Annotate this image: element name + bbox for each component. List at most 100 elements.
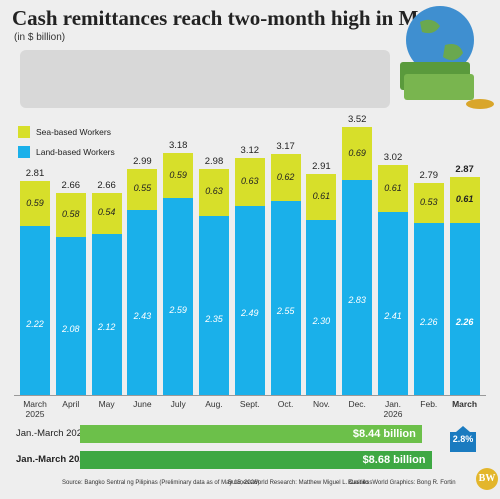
segment-label: 0.62 [276,171,295,182]
bar-segment [20,226,50,395]
change-badge [450,426,476,452]
total-label: 3.17 [276,141,295,153]
comparison-bar [80,425,422,443]
bar-segment [449,176,480,224]
x-tick-label: Jan. 2026 [383,399,403,419]
badge-box [450,432,476,452]
bar-segment [55,236,86,395]
bar-segment [234,157,265,206]
segment-label: 2.43 [133,310,152,321]
x-tick-label: Dec. [348,399,366,409]
bar-segment [127,210,158,395]
bar-segment [163,198,194,395]
comparison-value: $8.68 billion [362,454,426,466]
bar-segment [342,179,373,395]
change-label: 2.8% [452,434,474,444]
total-label: 3.12 [240,144,260,156]
logo-badge [476,468,498,490]
segment-label: 2.12 [97,322,116,333]
comparison-value: $8.44 billion [352,428,416,440]
bar-segment [199,216,229,395]
globe-land [420,19,463,61]
bar-segment [91,192,122,234]
segment-label: 2.55 [276,306,295,317]
legend-label: Land-based Workers [36,147,115,157]
x-tick-label: April [62,399,80,409]
x-tick-label: March [452,399,478,409]
total-label: 3.18 [168,140,188,152]
bar-segment [270,201,301,395]
x-tick-label: May [98,399,115,409]
bar-segment [378,211,408,395]
x-tick-label: Oct. [277,399,294,409]
bar-segment [199,168,229,217]
total-label: 2.98 [204,155,224,167]
research-credit: BusinessWorld Research: Matthew Miguel L… [228,480,369,486]
segment-label: 0.55 [133,183,152,194]
segment-label: 2.59 [169,304,187,315]
x-tick-label: Nov. [312,399,330,409]
segment-label: 0.61 [455,194,474,205]
comparison-label: Jan.-March 2025 [16,428,88,439]
total-label: 2.99 [133,155,152,167]
source: Source: Bangko Sentral ng Pilipinas (Pre… [62,480,260,486]
chart-subtitle: (in $ billion) [14,32,66,43]
bar-segment [163,153,194,199]
bar-segment [378,165,408,212]
total-label: 3.52 [347,114,367,126]
bar-segment [91,233,122,395]
legend-label: Sea-based Workers [36,127,111,137]
bar-segment [234,205,265,395]
segment-label: 2.30 [312,315,331,326]
bar-segment [55,192,86,237]
total-label: 2.91 [312,160,331,172]
segment-label: 0.59 [169,169,187,180]
segment-label: 0.58 [62,208,80,219]
x-tick-label: June [133,399,152,409]
segment-label: 0.59 [26,197,44,208]
x-tick-label: Feb. [420,399,438,409]
segment-label: 0.53 [420,197,438,208]
chart-title: Cash remittances reach two-month high in… [12,6,459,30]
bar-segment [413,182,444,224]
total-label: 2.87 [455,163,474,175]
total-label: 2.66 [61,179,81,191]
logo: BW [478,473,496,484]
legend-swatch [18,146,30,158]
segment-label: 0.69 [348,147,366,158]
segment-label: 2.41 [384,311,402,322]
x-tick-label: March 2025 [23,399,47,419]
segment-label: 0.61 [384,182,402,193]
total-label: 3.02 [383,152,403,164]
segment-label: 2.22 [26,318,44,329]
x-tick-label: Sept. [239,399,260,409]
segment-label: 2.26 [455,317,474,328]
workers [20,50,390,108]
total-label: 2.81 [25,168,45,180]
legend-swatch [18,126,30,138]
comparison-bar [80,451,432,469]
segment-label: 2.26 [420,317,438,328]
money [404,74,474,100]
segment-label: 0.54 [97,207,116,218]
bar-segment [306,220,337,395]
bar-segment [413,223,444,395]
segment-label: 2.08 [62,323,80,334]
x-tick-label: Aug. [205,399,223,409]
segment-label: 0.63 [205,186,223,197]
comparison-label: Jan.-March 2026 [16,454,90,465]
coins [466,99,494,109]
segment-label: 2.83 [348,295,366,306]
x-tick-label: July [170,399,186,409]
bar-segment [127,168,158,211]
bar-segment [342,127,373,180]
total-label: 2.79 [419,169,439,181]
bar-segment [20,181,50,227]
arrow [456,426,470,432]
segment-label: 0.63 [241,175,259,186]
decoration [20,6,494,109]
bar-segment [449,223,480,395]
bar-segment [270,154,301,202]
x-axis [14,395,486,396]
